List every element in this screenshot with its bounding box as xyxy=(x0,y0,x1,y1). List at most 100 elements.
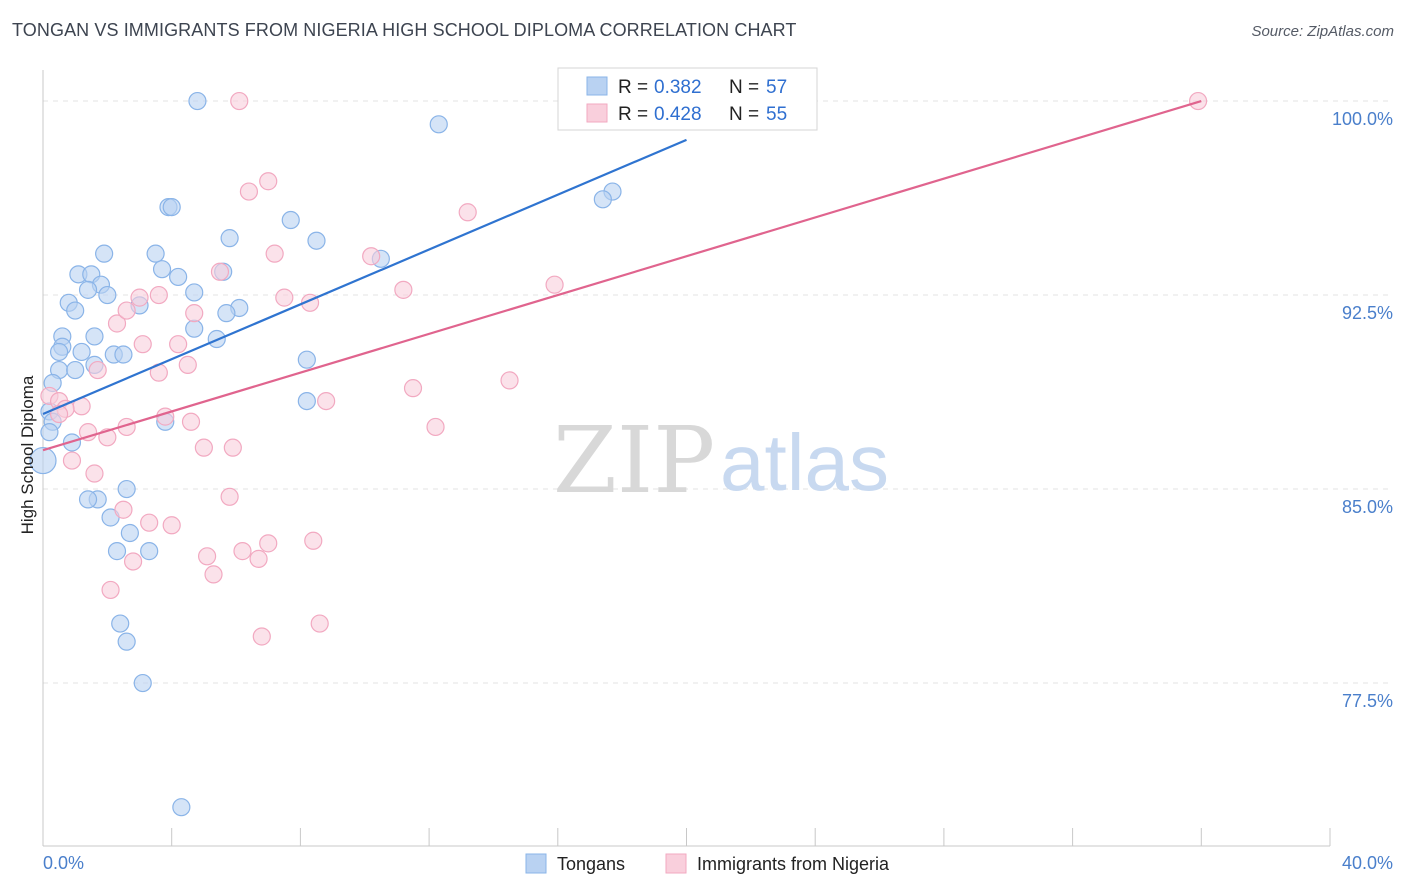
nigeria-point xyxy=(230,91,249,111)
tongans-point xyxy=(297,350,316,369)
tongans-point xyxy=(78,280,98,299)
watermark-zip: ZIP xyxy=(553,407,715,514)
tongans-point xyxy=(172,798,191,817)
nigeria-point xyxy=(239,182,259,201)
stats-legend: R = 0.382 N = 57 R = 0.428 N = 55 xyxy=(557,67,818,131)
legend-n-value-0: 57 xyxy=(766,77,787,98)
tongans-point xyxy=(117,632,136,651)
tongans-point xyxy=(114,345,133,364)
nigeria-point xyxy=(197,547,217,566)
legend-swatch-nigeria xyxy=(586,103,608,123)
legend-item-tongans-label: Tongans xyxy=(557,854,625,874)
nigeria-point xyxy=(545,275,564,294)
nigeria-point xyxy=(130,288,149,307)
nigeria-point xyxy=(223,438,242,457)
x-tick-label-max: 40.0% xyxy=(1342,853,1393,873)
nigeria-point xyxy=(259,534,278,553)
nigeria-point xyxy=(204,565,223,584)
legend-r-label-0: R = xyxy=(618,77,648,98)
tongans-point xyxy=(29,446,57,475)
legend-swatch-tongans xyxy=(586,76,608,96)
nigeria-point xyxy=(149,285,168,305)
tongans-point xyxy=(133,673,152,693)
trend-lines xyxy=(42,99,1202,452)
tongans-point xyxy=(95,244,114,263)
series-tongans-points xyxy=(29,91,622,817)
tongans-point xyxy=(162,197,181,217)
tongans-point xyxy=(188,91,207,111)
nigeria-point xyxy=(304,531,323,550)
legend-n-value-1: 55 xyxy=(766,104,787,125)
nigeria-point xyxy=(249,549,268,568)
nigeria-point xyxy=(194,438,213,457)
chart-title: TONGAN VS IMMIGRANTS FROM NIGERIA HIGH S… xyxy=(12,20,797,40)
legend-item-nigeria-label: Immigrants from Nigeria xyxy=(697,854,890,874)
nigeria-point xyxy=(362,247,381,266)
tongans-point xyxy=(146,244,165,263)
tongans-point xyxy=(593,190,612,209)
watermark-atlas: atlas xyxy=(720,418,889,507)
nigeria-point xyxy=(140,513,159,532)
tongans-point xyxy=(297,391,316,411)
nigeria-point xyxy=(426,417,445,437)
nigeria-point xyxy=(101,580,120,600)
tongans-point xyxy=(169,267,188,287)
nigeria-point xyxy=(403,379,423,398)
nigeria-point xyxy=(317,391,336,411)
nigeria-trend-line xyxy=(42,99,1202,452)
nigeria-point xyxy=(265,244,284,263)
y-axis-title: High School Diploma xyxy=(18,375,37,534)
nigeria-point xyxy=(114,500,133,519)
chart-source: Source: ZipAtlas.com xyxy=(1251,23,1394,40)
tongans-point xyxy=(66,360,85,380)
tongans-point xyxy=(307,231,326,250)
nigeria-point xyxy=(310,614,329,633)
series-legend: Tongans Immigrants from Nigeria xyxy=(525,853,890,874)
nigeria-point xyxy=(185,304,204,323)
nigeria-point xyxy=(259,172,278,191)
tongans-trend-line xyxy=(42,138,687,416)
nigeria-point xyxy=(85,464,104,483)
tongans-point xyxy=(78,490,98,509)
watermark: ZIP atlas xyxy=(553,407,889,514)
tongans-point xyxy=(220,229,239,248)
tongans-point xyxy=(111,614,130,633)
tongans-point xyxy=(40,423,59,442)
y-tick-label: 77.5% xyxy=(1342,691,1393,711)
tongans-point xyxy=(140,542,159,561)
tongans-point xyxy=(66,301,85,320)
legend-n-label-1: N = xyxy=(729,104,759,125)
tongans-point xyxy=(185,319,204,338)
y-tick-label: 85.0% xyxy=(1342,497,1393,517)
tongans-point xyxy=(49,342,69,362)
series-nigeria-points xyxy=(40,91,1208,646)
nigeria-point xyxy=(233,542,252,561)
nigeria-point xyxy=(210,262,230,281)
tongans-point xyxy=(429,115,448,134)
nigeria-point xyxy=(169,335,188,354)
tongans-point xyxy=(185,283,204,302)
nigeria-point xyxy=(178,355,197,374)
legend-r-value-1: 0.428 xyxy=(654,104,702,125)
nigeria-point xyxy=(220,487,239,506)
tongans-point xyxy=(85,327,104,346)
tongans-point xyxy=(72,342,91,362)
y-tick-labels: 77.5% 85.0% 92.5% 100.0% xyxy=(1332,109,1393,711)
nigeria-point xyxy=(88,360,107,380)
y-tick-label: 92.5% xyxy=(1342,303,1393,323)
nigeria-point xyxy=(123,552,143,571)
nigeria-point xyxy=(117,301,136,320)
legend-item-nigeria-swatch xyxy=(665,853,687,874)
tongans-point xyxy=(281,210,300,230)
y-tick-label: 100.0% xyxy=(1332,109,1393,129)
tongans-point xyxy=(98,285,117,305)
nigeria-point xyxy=(162,516,181,535)
nigeria-point xyxy=(252,627,271,646)
tongans-point xyxy=(152,260,172,279)
nigeria-point xyxy=(181,412,201,431)
legend-r-value-0: 0.382 xyxy=(654,77,702,98)
nigeria-point xyxy=(62,451,82,470)
x-tick-label-min: 0.0% xyxy=(43,853,84,873)
nigeria-point xyxy=(500,371,519,390)
